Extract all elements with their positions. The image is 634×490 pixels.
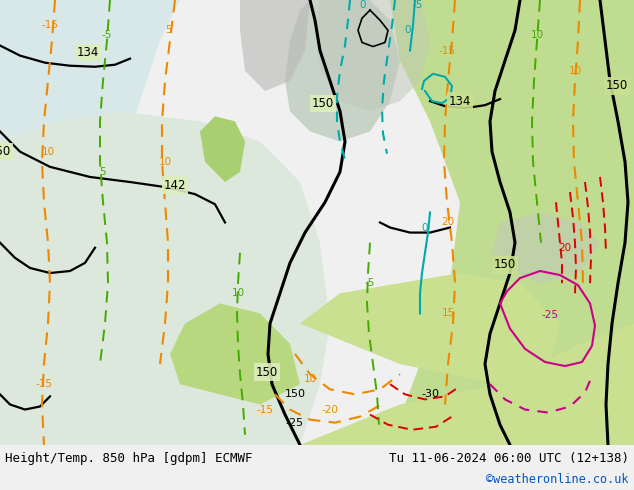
Polygon shape: [390, 0, 634, 445]
Text: 150: 150: [494, 258, 516, 271]
Text: 150: 150: [285, 390, 306, 399]
Text: 20: 20: [559, 243, 572, 253]
Text: 150: 150: [256, 366, 278, 379]
Text: Height/Temp. 850 hPa [gdpm] ECMWF: Height/Temp. 850 hPa [gdpm] ECMWF: [5, 452, 252, 465]
Text: -15: -15: [41, 20, 58, 30]
Text: ©weatheronline.co.uk: ©weatheronline.co.uk: [486, 473, 629, 486]
Polygon shape: [300, 323, 634, 445]
Text: 0: 0: [404, 25, 411, 35]
Text: 0: 0: [422, 222, 428, 233]
Text: 10: 10: [569, 66, 581, 76]
Text: -25: -25: [286, 417, 304, 428]
Text: 150: 150: [0, 145, 11, 158]
Text: -5: -5: [365, 278, 375, 288]
Text: 15: 15: [441, 309, 455, 318]
Text: -15: -15: [257, 405, 273, 415]
Polygon shape: [285, 0, 400, 142]
Text: 0: 0: [359, 0, 366, 10]
Polygon shape: [240, 0, 310, 91]
Text: 134: 134: [449, 95, 471, 108]
Polygon shape: [170, 303, 300, 404]
Text: 10: 10: [158, 157, 172, 167]
Text: -15: -15: [36, 379, 53, 389]
Text: Tu 11-06-2024 06:00 UTC (12+138): Tu 11-06-2024 06:00 UTC (12+138): [389, 452, 629, 465]
Text: -30: -30: [421, 390, 439, 399]
Text: -5: -5: [413, 0, 423, 10]
Text: 5: 5: [165, 25, 171, 35]
Text: 10: 10: [41, 147, 55, 157]
Text: 142: 142: [164, 178, 186, 192]
Text: -15: -15: [439, 46, 455, 55]
Text: 10: 10: [231, 288, 245, 298]
Polygon shape: [490, 212, 600, 283]
Text: 20: 20: [441, 218, 455, 227]
Polygon shape: [0, 111, 330, 445]
Text: -20: -20: [321, 405, 339, 415]
Polygon shape: [200, 116, 245, 182]
Text: 150: 150: [606, 79, 628, 93]
Polygon shape: [315, 0, 430, 111]
Polygon shape: [0, 0, 120, 142]
Text: 5: 5: [99, 167, 105, 177]
Polygon shape: [300, 273, 560, 384]
Text: 10: 10: [304, 374, 316, 384]
Text: -5: -5: [102, 30, 112, 40]
Text: -25: -25: [541, 311, 559, 320]
Text: 134: 134: [77, 46, 99, 59]
Polygon shape: [0, 0, 180, 303]
Text: 150: 150: [312, 97, 334, 110]
Text: 10: 10: [531, 30, 543, 40]
